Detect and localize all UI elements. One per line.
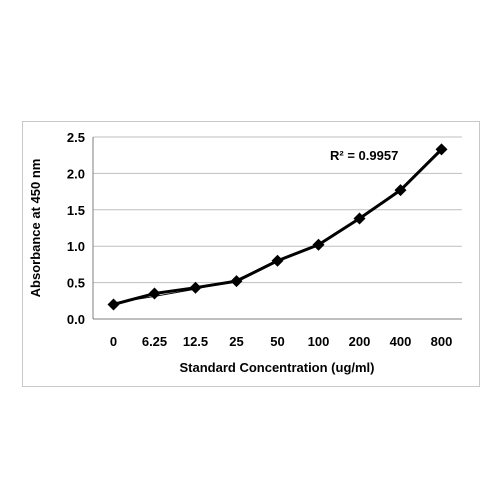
series-line: [113, 148, 443, 306]
x-tick-label: 25: [229, 334, 243, 349]
x-tick-label: 200: [349, 334, 371, 349]
data-point-marker: [312, 238, 325, 251]
y-tick-label: 2.0: [67, 166, 85, 181]
x-tick-label: 50: [270, 334, 284, 349]
x-tick-label: 6.25: [142, 334, 167, 349]
x-tick-label: 12.5: [183, 334, 208, 349]
data-point-marker: [435, 143, 448, 156]
y-tick-label: 1.0: [67, 239, 85, 254]
data-point-marker: [271, 254, 284, 267]
gridlines: [93, 136, 462, 284]
axes: [92, 137, 462, 320]
y-tick-label: 0.0: [67, 312, 85, 327]
data-point-marker: [148, 287, 161, 300]
r-squared-annotation: R² = 0.9957: [330, 148, 398, 163]
x-tick-label: 800: [431, 334, 453, 349]
y-tick-label: 0.5: [67, 276, 85, 291]
x-tick-label: 400: [390, 334, 412, 349]
x-tick-label: 0: [110, 334, 117, 349]
data-point-marker: [353, 212, 366, 225]
y-tick-label: 2.5: [67, 130, 85, 145]
x-tick-labels: 0 6.25 12.5 25 50 100 200 400 800: [110, 334, 452, 349]
data-point-marker: [189, 281, 202, 294]
data-point-marker: [394, 184, 407, 197]
y-tick-label: 1.5: [67, 203, 85, 218]
chart-frame: [22, 121, 480, 387]
x-axis-title: Standard Concentration (ug/ml): [180, 360, 375, 375]
x-tick-label: 100: [308, 334, 330, 349]
y-tick-labels: 0.0 0.5 1.0 1.5 2.0 2.5: [67, 130, 85, 327]
data-point-marker: [230, 275, 243, 288]
data-series: [107, 143, 448, 311]
data-point-marker: [107, 298, 120, 311]
y-axis-title: Absorbance at 450 nm: [28, 159, 43, 298]
